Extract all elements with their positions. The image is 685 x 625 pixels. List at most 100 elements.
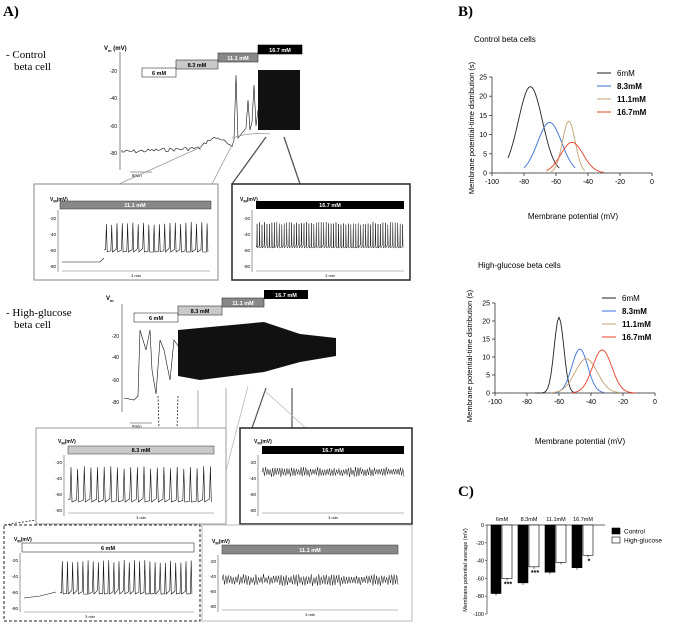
series-line-8.3mM — [554, 348, 604, 394]
y-tick-label: -60 — [476, 576, 484, 582]
inset-ytick: -40 — [49, 232, 56, 237]
legend-label: 6mM — [617, 69, 635, 78]
highglucose-main-trace: Vm -20 -40 -60 -80 6 mM 8.3 mM 11.1 mM 1… — [3, 290, 413, 526]
legend-label: 11.1mM — [622, 320, 651, 329]
inset-trace — [62, 221, 209, 263]
glucose-bar-6-label: 6 mM — [149, 316, 163, 322]
glucose-bar-167 — [257, 44, 303, 55]
inset-bar — [59, 200, 212, 210]
inset-ytick: -20 — [243, 216, 250, 221]
glucose-bar-6 — [141, 67, 177, 78]
panel-b-letter: B) — [458, 4, 473, 20]
bar-High-glucose-6mM — [501, 524, 513, 579]
hg-dense-burst — [178, 322, 336, 380]
chart-title: Control beta cells — [474, 35, 536, 44]
inset-ytick: -40 — [249, 476, 256, 481]
inset-bar-label: 16.7 mM — [319, 203, 341, 209]
inset-ytick: -80 — [55, 508, 62, 513]
category-label: 16.7mM — [573, 517, 593, 523]
significance-marker: * — [588, 558, 591, 565]
legend-label: 11.1mM — [617, 95, 646, 104]
x-tick-label: -60 — [554, 399, 564, 406]
inset-ytick: -20 — [49, 216, 56, 221]
glucose-bar-111-label: 11.1 mM — [227, 56, 249, 62]
control-ytick: -20 — [110, 69, 117, 75]
legend-swatch — [611, 536, 621, 544]
control-ytick: -40 — [110, 96, 117, 102]
bar-Control-11.1mM — [544, 524, 556, 573]
legend-label: Control — [624, 529, 646, 536]
legend-label: 6mM — [622, 294, 640, 303]
y-tick-label: -80 — [476, 594, 484, 600]
control-vm-label: Vm (mV) — [104, 46, 127, 53]
inset-ytick: -20 — [249, 460, 256, 465]
x-tick-label: -60 — [551, 179, 561, 186]
chart-membrane-average: Membrane potential average (mV) 0 -20 -40 -… — [463, 517, 662, 618]
inset-vm-label: VM(mV) — [240, 197, 258, 204]
highglucose-label-line2: beta cell — [14, 319, 51, 331]
panel-a-letter: A) — [3, 4, 19, 20]
hg-voltage-trace — [123, 329, 179, 401]
inset-trace — [23, 559, 193, 599]
control-inset-167: VM(mV) 16.7 mM -20 -40 -60 -80 3 min — [231, 183, 411, 281]
y-tick-label: -40 — [476, 559, 484, 565]
y-tick-label: 15 — [479, 113, 487, 120]
x-tick-label: 0 — [653, 399, 657, 406]
inset-bar-label: 11.1 mM — [124, 203, 146, 209]
inset-vm-label: VM(mV) — [50, 197, 68, 204]
legend-label: 8.3mM — [622, 307, 647, 316]
inset-ytick: -20 — [209, 559, 216, 564]
highglucose-label-line1: - High-glucose — [6, 307, 72, 319]
x-tick-label: -100 — [485, 179, 499, 186]
inset-trace — [221, 573, 399, 587]
x-tick-label: -100 — [488, 399, 502, 406]
legend-swatch — [611, 527, 621, 535]
legend-label: High-glucose — [624, 538, 662, 545]
inset-bar-label: 6 mM — [101, 546, 115, 552]
glucose-bar-167-label: 16.7 mM — [269, 48, 291, 54]
y-tick-label: 20 — [482, 319, 490, 326]
x-tick-label: -20 — [615, 179, 625, 186]
inset-ytick: -80 — [249, 508, 256, 513]
category-label: 11.1mM — [546, 517, 566, 523]
inset-scale: 3 min — [328, 515, 338, 520]
x-tick-label: -40 — [583, 179, 593, 186]
inset-ytick: -40 — [243, 232, 250, 237]
hg-ytick: -20 — [112, 334, 119, 340]
glucose-bar-111-label: 11.1 mM — [232, 301, 254, 307]
y-tick-label: 5 — [486, 373, 490, 380]
y-tick-label: 10 — [482, 355, 490, 362]
inset-vm-label: VM(mV) — [254, 439, 272, 446]
inset-ytick: -20 — [11, 558, 18, 563]
series-line-11.1mM — [550, 120, 586, 173]
y-tick-label: 0 — [481, 523, 484, 529]
inset-ytick: -60 — [49, 248, 56, 253]
series-line-6mM — [507, 86, 560, 169]
chart-xlabel: Membrane potential (mV) — [535, 437, 626, 446]
y-tick-label: 5 — [483, 151, 487, 158]
y-tick-label: 25 — [479, 75, 487, 82]
inset-bar — [21, 542, 195, 553]
inset-bar-label: 11.1 mM — [299, 548, 321, 554]
inset-scale: 3 min — [85, 614, 95, 619]
category-label: 8.3mM — [521, 517, 538, 523]
legend-label: 16.7mM — [622, 333, 652, 342]
y-tick-label: -100 — [473, 612, 484, 618]
bar-High-glucose-8.3mM — [528, 524, 540, 568]
chart-ylabel: Membrane potential average (mV) — [463, 528, 469, 612]
inset-ytick: -40 — [55, 476, 62, 481]
y-tick-label: 0 — [483, 171, 487, 178]
category-label: 6mM — [496, 517, 509, 523]
chart-ylabel: Membrane potential-time distribution (s) — [467, 61, 476, 194]
x-tick-label: 0 — [650, 179, 654, 186]
series-line-6mM — [535, 316, 576, 394]
y-tick-label: -20 — [476, 541, 484, 547]
y-tick-label: 25 — [482, 301, 490, 308]
y-tick-label: 20 — [479, 94, 487, 101]
hg-inset-83: VM(mV) 8.3 mM -20 -40 -60 -80 3 min — [35, 427, 227, 525]
significance-marker: *** — [531, 570, 539, 577]
inset-bar — [67, 445, 215, 455]
control-voltage-trace — [121, 74, 259, 154]
bar-High-glucose-16.7mM — [582, 524, 594, 556]
